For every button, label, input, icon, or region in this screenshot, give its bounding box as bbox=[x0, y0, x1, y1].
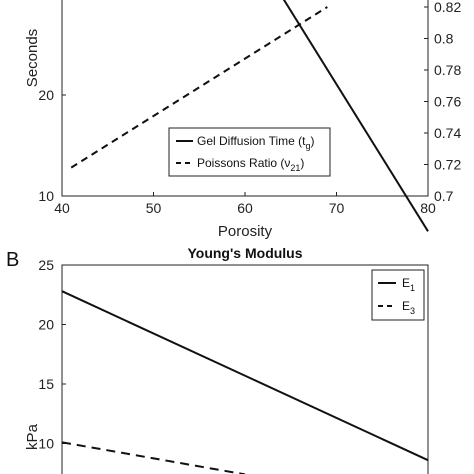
x-tick-label-a: 70 bbox=[329, 200, 345, 216]
x-tick-label-a: 60 bbox=[237, 200, 253, 216]
x-axis-label-a: Porosity bbox=[218, 223, 273, 240]
x-tick-label-a: 40 bbox=[54, 200, 70, 216]
legend-label-a-1: Poissons Ratio (ν21) bbox=[197, 156, 304, 173]
x-tick-label-a: 50 bbox=[146, 200, 162, 216]
legend-label-a-0: Gel Diffusion Time (tg) bbox=[197, 134, 315, 151]
series-line-a-0 bbox=[282, 0, 429, 232]
y-tick-label-a: 10 bbox=[38, 188, 54, 204]
y2-tick-label-a: 0.76 bbox=[434, 94, 461, 110]
y2-tick-label-a: 0.82 bbox=[434, 0, 461, 15]
y-axis-label-b: kPa bbox=[24, 423, 41, 450]
y2-tick-label-a: 0.72 bbox=[434, 157, 461, 173]
legend-label-b-0: E1 bbox=[402, 276, 415, 293]
y-tick-label-a: 30 bbox=[38, 0, 54, 2]
y2-tick-label-a: 0.74 bbox=[434, 125, 461, 141]
y-axis-label-a: Seconds bbox=[24, 29, 41, 87]
y2-tick-label-a: 0.8 bbox=[434, 31, 454, 47]
panel-label-b: B bbox=[6, 249, 19, 271]
plot-frame-b bbox=[61, 264, 429, 474]
y2-tick-label-a: 0.7 bbox=[434, 188, 454, 204]
legend-box-b bbox=[371, 269, 425, 321]
y-tick-label-b: 15 bbox=[38, 376, 54, 392]
chart-title-b: Young's Modulus bbox=[187, 245, 302, 261]
series-line-b-1 bbox=[61, 441, 246, 474]
y-tick-label-a: 20 bbox=[38, 87, 54, 103]
legend-label-b-1: E3 bbox=[402, 299, 415, 316]
y-tick-label-b: 20 bbox=[38, 317, 54, 333]
series-line-a-1 bbox=[70, 6, 328, 169]
y-tick-label-b: 25 bbox=[38, 257, 54, 273]
series-line-b-0 bbox=[61, 290, 429, 462]
y-tick-label-b: 10 bbox=[38, 436, 54, 452]
x-tick-label-a: 80 bbox=[420, 200, 436, 216]
legend-box-a bbox=[168, 127, 331, 177]
y2-tick-label-a: 0.78 bbox=[434, 62, 461, 78]
